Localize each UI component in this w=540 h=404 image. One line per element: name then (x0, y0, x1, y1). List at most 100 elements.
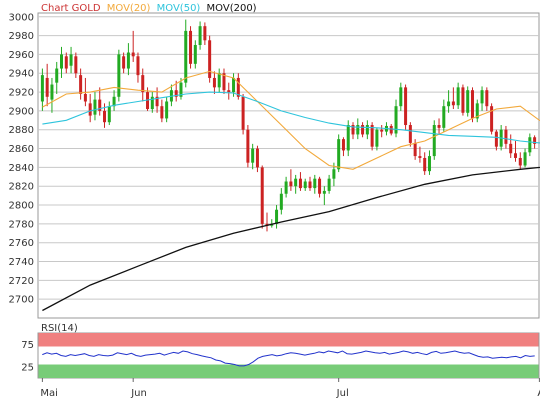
candle (50, 77, 54, 113)
candle-body (232, 77, 236, 93)
candle-body (518, 157, 522, 166)
candle (117, 49, 121, 102)
candle (490, 103, 494, 135)
candle (298, 172, 302, 191)
candle-body (155, 96, 159, 107)
candle (241, 93, 245, 135)
candle-body (284, 181, 288, 194)
price-y-tick-label: 2800 (9, 201, 34, 212)
candle-body (150, 96, 154, 110)
candle-body (69, 54, 73, 66)
candle (275, 205, 279, 229)
candle (361, 122, 365, 138)
candles (40, 19, 537, 232)
candle-body (50, 84, 54, 100)
candle-body (442, 106, 446, 128)
candle-body (60, 54, 64, 69)
price-y-tick-label: 2900 (9, 106, 34, 117)
candle-body (423, 157, 427, 172)
candle (518, 152, 522, 170)
candle (107, 101, 111, 126)
candle-body (174, 90, 178, 97)
candle (408, 122, 412, 147)
candle-body (184, 30, 188, 83)
candle-body (399, 87, 403, 107)
moving-averages (42, 70, 540, 312)
candle-body (112, 96, 116, 107)
candle-body (40, 75, 44, 102)
candle-body (533, 137, 537, 144)
candle-body (79, 75, 83, 94)
candle (418, 146, 422, 163)
candle (45, 63, 49, 107)
price-y-tick-label: 2700 (9, 295, 34, 306)
candle-body (64, 56, 68, 69)
candle-body (389, 125, 393, 134)
candle (55, 61, 59, 94)
candle (451, 87, 455, 110)
candle-body (327, 178, 331, 191)
candle (126, 43, 130, 76)
candle (365, 120, 369, 140)
legend-mov200: MOV(200) (207, 3, 257, 14)
candle (404, 84, 408, 130)
candle (437, 118, 441, 134)
candle-body (298, 178, 302, 189)
candle (217, 68, 221, 93)
candle (504, 125, 508, 149)
candle-body (222, 73, 226, 91)
candle (485, 87, 489, 111)
svg-text:Chart GOLD MOV(20): Chart GOLD MOV(20) MOV(50) MOV(200) (41, 3, 257, 14)
mov50-line (42, 91, 540, 144)
candle (432, 120, 436, 160)
candle-body (227, 90, 231, 93)
candle (284, 176, 288, 198)
candle-body (251, 148, 255, 163)
rsi-line (42, 350, 535, 367)
candle-body (193, 45, 197, 64)
candle (93, 92, 97, 121)
candle-body (45, 77, 49, 97)
candle (294, 174, 298, 194)
candle-body (160, 106, 164, 119)
candle-body (418, 156, 422, 158)
candle-body (98, 99, 102, 111)
candle-body (189, 30, 193, 64)
candle-body (504, 129, 508, 144)
candle (475, 99, 479, 123)
candle-body (179, 82, 183, 97)
candle-body (365, 125, 369, 135)
candle (198, 21, 202, 50)
price-y-tick-label: 2740 (9, 257, 34, 268)
candle (74, 52, 78, 78)
candle (380, 125, 384, 138)
candle-body (55, 68, 59, 83)
candle-body (318, 178, 322, 194)
candle-body (509, 143, 513, 154)
candle (427, 150, 431, 175)
candle (193, 40, 197, 69)
candle-body (165, 101, 169, 119)
candle-body (370, 125, 374, 147)
candle (370, 122, 374, 151)
candle-body (523, 152, 527, 166)
candle-body (375, 129, 379, 147)
candle (327, 174, 331, 194)
candle-body (146, 92, 150, 110)
candle (189, 26, 193, 69)
candle (289, 169, 293, 191)
candle (184, 19, 188, 88)
candle-body (93, 99, 97, 115)
candle-body (351, 125, 355, 135)
candle (260, 165, 264, 229)
price-y-tick-label: 2980 (9, 31, 34, 42)
legend-chart-label: Chart GOLD (41, 3, 101, 14)
candle (131, 30, 135, 62)
candle-body (427, 156, 431, 172)
candle (222, 68, 226, 94)
candle (351, 122, 355, 140)
rsi-panel: 25 75 RSI(14) (21, 323, 540, 379)
candle (528, 133, 532, 157)
